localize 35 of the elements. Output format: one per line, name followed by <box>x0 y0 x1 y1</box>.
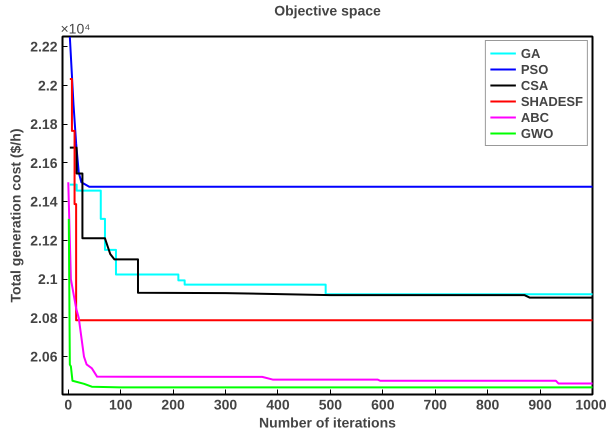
legend-label: PSO <box>520 61 548 77</box>
line-series <box>68 36 592 188</box>
y-tick-label: 2.08 <box>30 310 58 326</box>
line-series <box>68 184 592 296</box>
y-tick-label: 2.14 <box>30 194 58 210</box>
y-axis-title: Total generation cost ($/h) <box>7 128 24 302</box>
legend-label: GA <box>520 45 541 61</box>
x-tick-label: 1000 <box>575 396 606 412</box>
y-tick-label: 2.1 <box>38 271 58 288</box>
line-series <box>67 181 592 384</box>
legend-label: GWO <box>520 125 554 141</box>
line-series <box>68 78 592 322</box>
y-tick-label: 2.06 <box>30 348 58 365</box>
legend-label: CSA <box>520 77 548 93</box>
x-tick-label: 100 <box>109 396 133 412</box>
line-series <box>68 218 592 388</box>
x-tick-label: 700 <box>424 396 448 412</box>
x-tick-label: 900 <box>528 396 552 412</box>
y-tick-label: 2.12 <box>30 232 58 248</box>
x-tick-label: 500 <box>318 396 342 412</box>
y-tick-label: 2.16 <box>30 154 58 171</box>
y-tick-label: 2.18 <box>30 116 58 132</box>
chart-title: Objective space <box>274 2 382 18</box>
y-tick-label: 2.22 <box>30 38 58 55</box>
legend-label: SHADESF <box>520 93 583 109</box>
x-tick-label: 200 <box>161 396 186 412</box>
x-tick-label: 0 <box>64 396 72 412</box>
x-tick-label: 600 <box>371 396 395 412</box>
x-axis-title: Number of iterations <box>259 414 396 430</box>
text: ×10⁴ <box>60 20 90 36</box>
x-tick-label: 400 <box>266 396 290 412</box>
y-tick-label: 2.2 <box>38 77 58 94</box>
legend-label: ABC <box>520 109 550 125</box>
x-tick-label: 300 <box>214 396 238 412</box>
x-tick-label: 800 <box>476 396 500 412</box>
